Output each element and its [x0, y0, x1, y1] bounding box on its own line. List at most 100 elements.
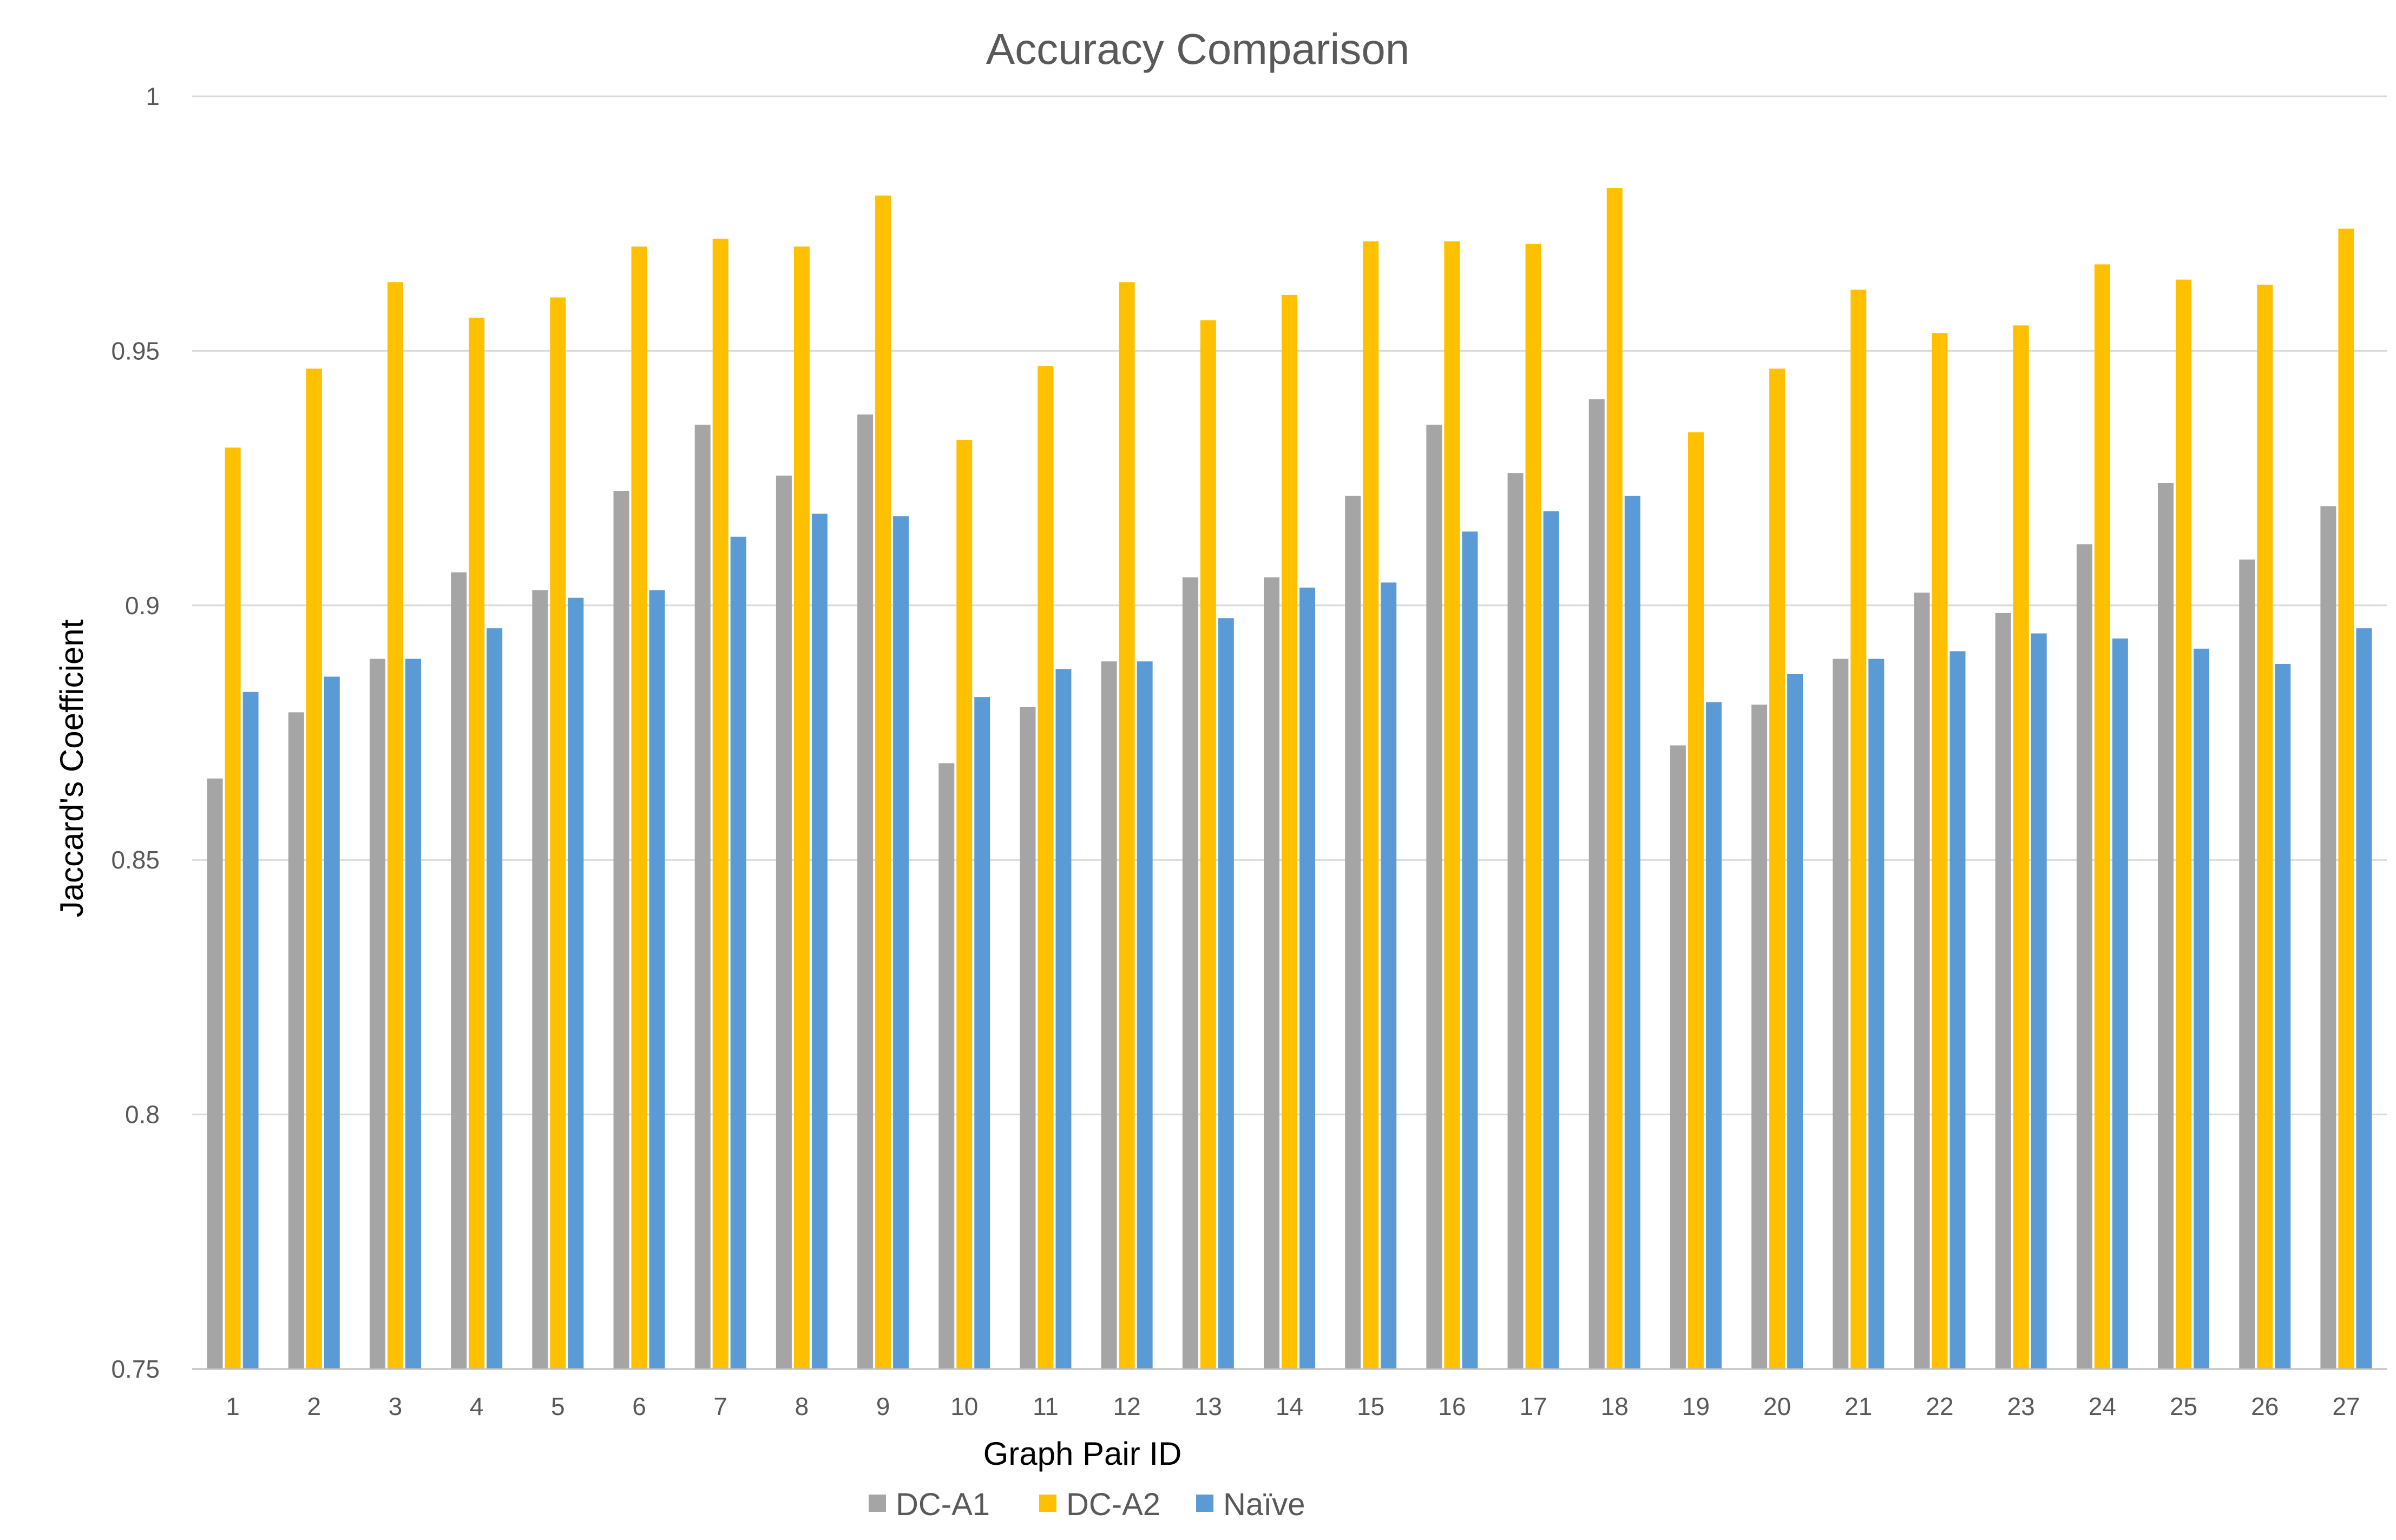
x-tick-label: 6 [632, 1392, 646, 1420]
x-tick-label: 11 [1033, 1392, 1059, 1420]
bar-na-ve-13 [1218, 618, 1234, 1369]
bar-dc-a1-3 [369, 659, 385, 1369]
y-tick-label: 0.95 [111, 337, 160, 365]
bar-dc-a1-22 [1914, 593, 1930, 1369]
bar-dc-a2-12 [1119, 282, 1135, 1369]
y-tick-labels: 0.75 0.8 0.85 0.9 0.95 1 [111, 82, 160, 1383]
bar-na-ve-24 [2112, 638, 2128, 1369]
bar-na-ve-1 [242, 692, 259, 1369]
bar-dc-a1-2 [288, 712, 304, 1369]
x-tick-label: 1 [226, 1392, 240, 1420]
x-tick-label: 22 [1926, 1392, 1953, 1420]
bar-dc-a1-20 [1751, 705, 1768, 1369]
bar-dc-a2-24 [2094, 264, 2110, 1369]
bar-dc-a2-3 [387, 282, 403, 1369]
x-tick-label: 9 [876, 1392, 890, 1420]
bar-dc-a2-11 [1038, 366, 1054, 1369]
bar-na-ve-4 [487, 628, 503, 1369]
bar-dc-a2-5 [550, 297, 566, 1370]
bar-dc-a1-12 [1101, 661, 1117, 1369]
bar-dc-a2-7 [712, 239, 728, 1369]
x-tick-label: 20 [1763, 1392, 1791, 1420]
bar-na-ve-10 [974, 697, 990, 1369]
bar-na-ve-3 [405, 659, 421, 1369]
bar-dc-a2-20 [1769, 368, 1785, 1369]
bar-dc-a2-22 [1932, 333, 1948, 1370]
x-tick-label: 4 [470, 1392, 484, 1420]
bar-na-ve-21 [1868, 659, 1885, 1369]
bar-dc-a1-9 [857, 414, 874, 1369]
x-tick-label: 25 [2170, 1392, 2197, 1420]
y-axis-title: Jaccard's Coefficient [54, 619, 90, 917]
legend-label: DC-A1 [896, 1487, 990, 1522]
bar-na-ve-9 [893, 516, 909, 1370]
x-tick-label: 21 [1844, 1392, 1872, 1420]
bar-na-ve-5 [568, 597, 584, 1369]
bar-dc-a2-9 [875, 195, 891, 1369]
bar-na-ve-2 [324, 676, 340, 1369]
bar-dc-a2-15 [1363, 241, 1379, 1370]
bar-na-ve-6 [649, 590, 665, 1369]
x-tick-label: 19 [1682, 1392, 1710, 1420]
x-tick-labels: 1 2 3 4 5 6 7 8 9 10 11 12 13 14 15 16 17 18 19 20 21 22 23 24 2… [226, 1392, 2360, 1420]
bar-dc-a1-7 [694, 424, 711, 1370]
bar-na-ve-22 [1949, 651, 1966, 1369]
bar-dc-a1-21 [1833, 659, 1849, 1369]
bar-na-ve-17 [1543, 511, 1559, 1370]
bar-na-ve-11 [1055, 669, 1072, 1369]
bar-dc-a2-2 [306, 368, 322, 1369]
x-tick-label: 14 [1276, 1392, 1303, 1420]
legend-swatch [1196, 1495, 1213, 1512]
bar-na-ve-16 [1462, 531, 1478, 1369]
bar-dc-a2-10 [956, 440, 973, 1369]
x-tick-label: 16 [1438, 1392, 1466, 1420]
bar-dc-a2-4 [469, 318, 485, 1369]
bar-na-ve-23 [2031, 633, 2047, 1369]
bar-dc-a1-1 [207, 778, 223, 1369]
bar-dc-a2-21 [1850, 289, 1867, 1369]
bar-dc-a2-14 [1282, 294, 1297, 1369]
bar-na-ve-14 [1299, 587, 1315, 1369]
x-tick-label: 27 [2332, 1392, 2360, 1420]
bar-na-ve-20 [1787, 674, 1803, 1369]
x-tick-label: 24 [2089, 1392, 2116, 1420]
bar-dc-a1-16 [1426, 424, 1442, 1370]
bar-dc-a2-1 [225, 447, 241, 1369]
bar-dc-a2-27 [2338, 228, 2354, 1370]
bar-dc-a1-8 [776, 475, 792, 1369]
y-tick-label: 0.75 [111, 1355, 160, 1383]
bar-dc-a1-19 [1670, 745, 1686, 1369]
x-tick-label: 12 [1113, 1392, 1141, 1420]
bar-na-ve-19 [1705, 702, 1722, 1369]
bar-dc-a1-6 [613, 491, 629, 1369]
bar-dc-a1-26 [2239, 560, 2255, 1369]
bar-dc-a1-13 [1182, 577, 1198, 1369]
y-tick-label: 1 [146, 82, 160, 110]
x-tick-label: 3 [389, 1392, 403, 1420]
bar-na-ve-18 [1624, 496, 1640, 1369]
bar-na-ve-15 [1381, 582, 1397, 1369]
x-tick-label: 2 [307, 1392, 321, 1420]
y-tick-label: 0.85 [111, 846, 160, 874]
bar-dc-a1-15 [1345, 496, 1361, 1369]
bar-na-ve-12 [1137, 661, 1153, 1369]
x-tick-label: 23 [2007, 1392, 2035, 1420]
bar-dc-a1-18 [1588, 399, 1605, 1369]
bar-dc-a1-14 [1264, 577, 1279, 1369]
x-tick-label: 17 [1519, 1392, 1547, 1420]
legend-swatch [1039, 1495, 1056, 1512]
bar-na-ve-25 [2194, 648, 2210, 1369]
bars [207, 188, 2372, 1370]
x-tick-label: 15 [1357, 1392, 1384, 1420]
legend-label: DC-A2 [1066, 1487, 1160, 1522]
y-tick-label: 0.9 [125, 591, 160, 620]
y-tick-label: 0.8 [125, 1101, 160, 1129]
bar-dc-a1-24 [2076, 544, 2092, 1369]
bar-dc-a2-18 [1606, 188, 1623, 1369]
bar-dc-a1-25 [2158, 483, 2174, 1369]
x-tick-label: 10 [950, 1392, 978, 1420]
bar-dc-a2-13 [1200, 320, 1216, 1369]
bar-na-ve-7 [730, 536, 746, 1369]
legend-label: Naïve [1223, 1487, 1305, 1522]
